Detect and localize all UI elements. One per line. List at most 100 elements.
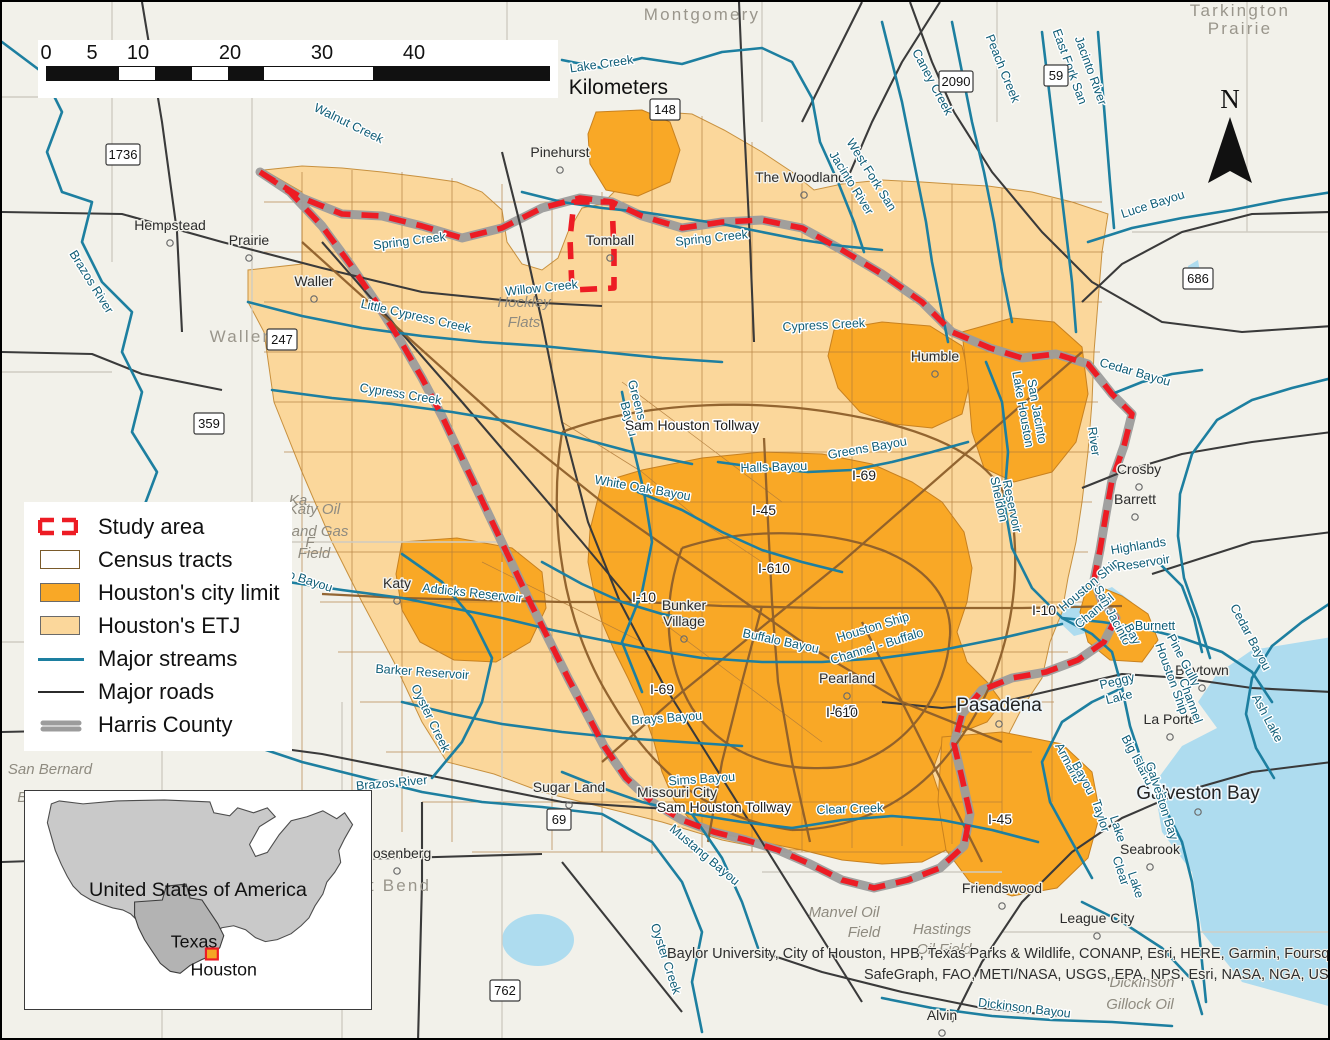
stream-label: Cypress Creek: [782, 316, 866, 334]
harris-county-symbol-icon: [36, 712, 90, 738]
water-bodies: [502, 260, 1328, 1006]
attribution-line-1: Baylor University, City of Houston, HPB,…: [667, 946, 1330, 962]
oilfield-label: and Gas: [292, 523, 349, 540]
attribution-line-2: SafeGraph, FAO, METI/NASA, USGS, EPA, NP…: [864, 967, 1330, 983]
place-marker-dot: [393, 597, 401, 605]
place-label: Galveston Bay: [1136, 783, 1260, 804]
stream-label: Sims Bayou: [668, 770, 736, 789]
north-arrow-icon: [1208, 117, 1252, 183]
legend-item-major-streams[interactable]: Major streams: [36, 642, 282, 675]
place-marker-dot: [673, 806, 681, 814]
highway-shield-label: 59: [1049, 68, 1063, 83]
place-marker-dot: [995, 720, 1003, 728]
place-label: La Porte: [1144, 711, 1197, 727]
scale-bar-units-label: Kilometers: [568, 76, 668, 99]
highway-label: I-69: [852, 467, 876, 483]
place-label: Crosby: [1117, 461, 1161, 477]
place-marker-dot: [393, 867, 401, 875]
highway-shield-icon: [105, 143, 141, 166]
scale-bar-ticks: 0 5 10 20 30 40: [38, 40, 558, 66]
legend-item-city-limit[interactable]: Houston's city limit: [36, 576, 282, 609]
legend-item-etj[interactable]: Houston's ETJ: [36, 609, 282, 642]
stream-label: Clear Creek: [816, 801, 884, 817]
inset-map-usa[interactable]: United States of America Texas Houston: [24, 790, 372, 1010]
study-area-symbol-icon: [36, 514, 90, 540]
major-streams-symbol-icon: [36, 646, 90, 672]
place-marker-dot: [565, 801, 573, 809]
census-tracts[interactable]: [264, 116, 1104, 854]
highway-shield-icon: [266, 328, 298, 351]
legend-label-major-streams: Major streams: [98, 645, 238, 671]
place-marker-dot: [310, 295, 318, 303]
highway-shield-icon: [546, 808, 572, 831]
stream-label: Halls Bayou: [740, 459, 807, 475]
place-label: Pinehurst: [530, 144, 589, 160]
oilfield-label: Field: [848, 924, 881, 941]
highway-shield-label: 69: [552, 812, 566, 827]
legend-label-harris-county: Harris County: [98, 711, 233, 737]
highway-shield-icon: [1043, 64, 1069, 87]
legend-item-major-roads[interactable]: Major roads: [36, 675, 282, 708]
place-label: Missouri City: [637, 784, 717, 800]
highway-shield-label: 2090: [942, 74, 971, 89]
legend-label-major-roads: Major roads: [98, 678, 215, 704]
north-arrow: N: [1198, 86, 1262, 190]
highway-label: I-45: [832, 702, 856, 718]
place-marker-dot: [1131, 513, 1139, 521]
oilfield-label: F: [305, 534, 315, 551]
oilfield-label: Manvel Oil: [809, 904, 881, 921]
highway-shield-label: 1736: [109, 147, 138, 162]
place-label: Baytown: [1175, 662, 1229, 678]
census-tracts-symbol-icon: [36, 547, 90, 573]
legend-item-census-tracts[interactable]: Census tracts: [36, 543, 282, 576]
highway-label: I-45: [752, 502, 776, 518]
highway-label: Sam Houston Tollway: [657, 799, 791, 815]
place-marker-dot: [1194, 808, 1202, 816]
place-label: Barrett: [1114, 491, 1156, 507]
place-marker-dot: [998, 902, 1006, 910]
highway-label: Sam Houston Tollway: [625, 417, 759, 433]
study-area-boundary[interactable]: [257, 169, 1135, 891]
place-label: Waller: [210, 327, 271, 346]
highway-shield-label: 247: [271, 332, 293, 347]
legend-item-study-area[interactable]: Study area: [36, 510, 282, 543]
place-label: Bunker: [662, 597, 707, 613]
legend-item-harris-county[interactable]: Harris County: [36, 708, 282, 741]
houston-marker: [204, 947, 219, 961]
place-label: Montgomery: [644, 5, 760, 24]
scale-tick-30: 30: [310, 42, 334, 64]
inset-map-svg: United States of America Texas Houston: [25, 791, 371, 1009]
major-roads-symbol-icon: [36, 679, 90, 705]
legend[interactable]: Study area Census tracts Houston's city …: [24, 502, 292, 751]
scale-tick-0: 0: [40, 42, 52, 64]
place-marker-dot: [938, 1029, 946, 1037]
place-marker-dot: [606, 254, 614, 262]
place-marker-dot: [556, 166, 564, 174]
scale-tick-20: 20: [218, 42, 242, 64]
oilfield-label: Field: [298, 545, 331, 562]
highway-shield-label: 762: [494, 983, 516, 998]
oilfield-label: Katy Oil: [288, 501, 341, 518]
place-label: Alvin: [927, 1007, 957, 1023]
north-arrow-label: N: [1220, 84, 1240, 114]
scale-bar-graphic: [46, 66, 550, 81]
city-limit-symbol-icon: [36, 580, 90, 606]
place-marker-dot: [931, 370, 939, 378]
highway-shield-icon: [193, 412, 225, 435]
place-marker-dot: [166, 239, 174, 247]
place-marker-dot: [1093, 932, 1101, 940]
highway-label: I-10: [1032, 602, 1056, 618]
place-marker-dot: [245, 254, 253, 262]
highway-label: I-610: [758, 560, 790, 576]
highway-label: I-10: [632, 589, 656, 605]
place-marker-dot: [680, 619, 688, 627]
inset-city-label: Houston: [191, 959, 257, 979]
place-label: Friendswood: [962, 880, 1042, 896]
place-label: Hempstead: [134, 217, 206, 233]
highway-shield-label: 148: [654, 102, 676, 117]
highway-shield-icon: [489, 979, 521, 1002]
oilfield-label: Hockley: [497, 294, 552, 311]
place-label: Waller: [294, 273, 333, 289]
